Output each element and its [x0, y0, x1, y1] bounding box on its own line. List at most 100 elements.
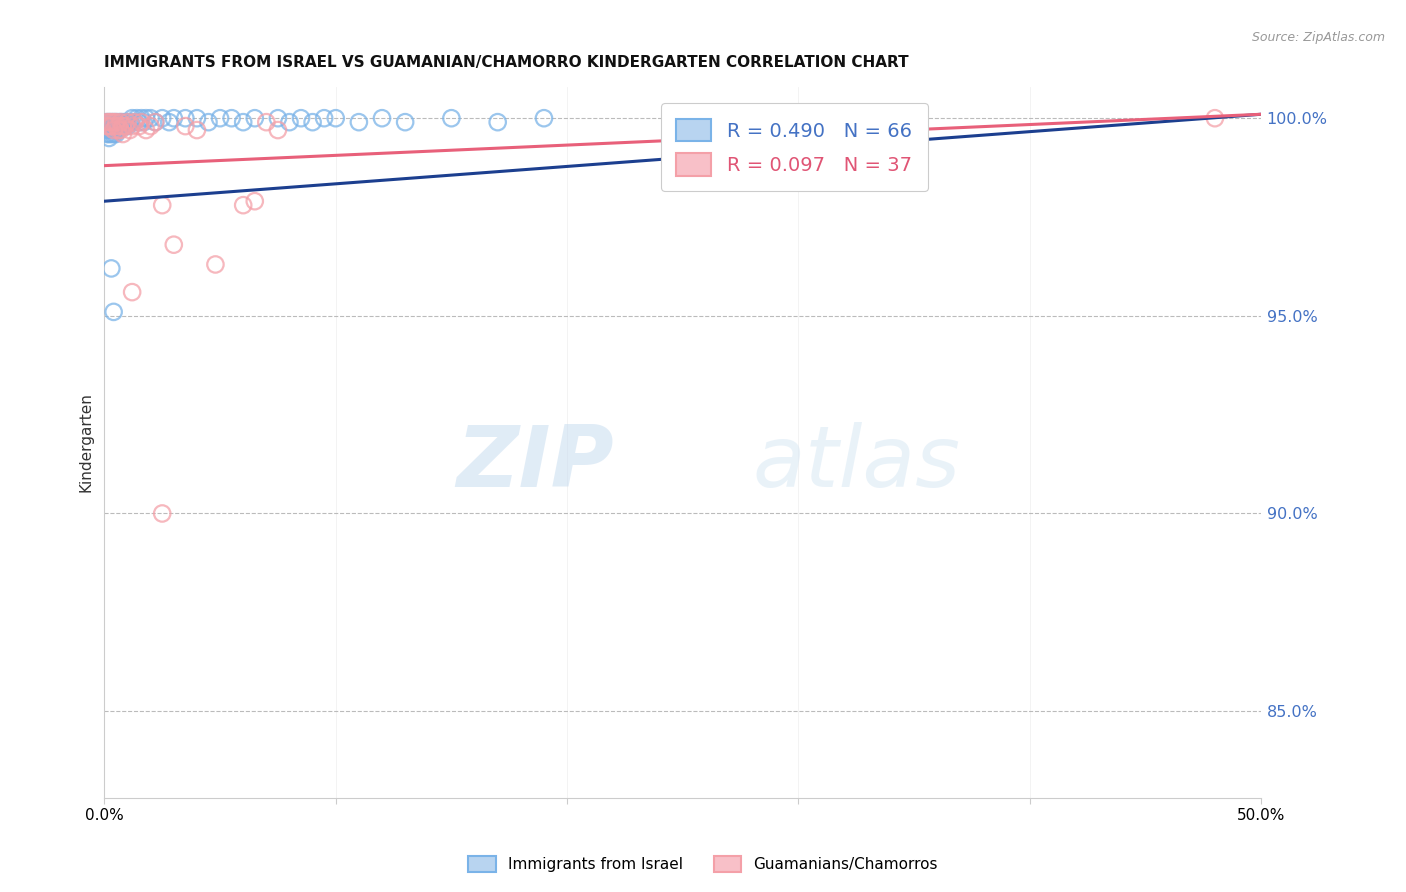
- Point: [347, 115, 370, 129]
- Point: [143, 115, 166, 129]
- Legend: R = 0.490   N = 66, R = 0.097   N = 37: R = 0.490 N = 66, R = 0.097 N = 37: [661, 103, 928, 191]
- Point: [110, 123, 132, 137]
- Point: [103, 115, 125, 129]
- Point: [197, 115, 219, 129]
- Point: [157, 115, 180, 129]
- Text: atlas: atlas: [752, 422, 960, 505]
- Point: [174, 119, 197, 133]
- Point: [96, 119, 118, 133]
- Point: [114, 119, 136, 133]
- Point: [150, 507, 173, 521]
- Point: [301, 115, 323, 129]
- Point: [124, 115, 146, 129]
- Point: [100, 261, 122, 276]
- Point: [104, 119, 127, 133]
- Point: [371, 112, 394, 126]
- Point: [121, 119, 143, 133]
- Point: [204, 257, 226, 271]
- Point: [128, 115, 150, 129]
- Point: [118, 123, 141, 137]
- Point: [232, 115, 254, 129]
- Point: [325, 112, 347, 126]
- Point: [150, 112, 173, 126]
- Point: [118, 115, 141, 129]
- Point: [98, 119, 121, 133]
- Point: [110, 115, 132, 129]
- Point: [98, 131, 121, 145]
- Point: [104, 123, 127, 137]
- Point: [107, 119, 129, 133]
- Point: [110, 115, 132, 129]
- Point: [132, 115, 155, 129]
- Point: [254, 115, 277, 129]
- Point: [486, 115, 509, 129]
- Point: [111, 127, 134, 141]
- Point: [232, 198, 254, 212]
- Point: [186, 112, 208, 126]
- Point: [174, 112, 197, 126]
- Point: [186, 123, 208, 137]
- Point: [96, 123, 118, 137]
- Point: [314, 112, 336, 126]
- Point: [117, 119, 139, 133]
- Point: [107, 123, 129, 137]
- Point: [104, 119, 127, 133]
- Point: [103, 305, 125, 319]
- Point: [114, 119, 136, 133]
- Text: ZIP: ZIP: [456, 422, 613, 505]
- Point: [103, 123, 125, 137]
- Point: [100, 115, 122, 129]
- Point: [135, 112, 157, 126]
- Point: [100, 119, 122, 133]
- Point: [107, 115, 129, 129]
- Point: [139, 112, 162, 126]
- Point: [267, 112, 290, 126]
- Point: [533, 112, 555, 126]
- Point: [1204, 112, 1226, 126]
- Point: [96, 115, 118, 129]
- Point: [121, 112, 143, 126]
- Point: [278, 115, 301, 129]
- Point: [110, 119, 132, 133]
- Point: [394, 115, 416, 129]
- Point: [107, 119, 129, 133]
- Point: [440, 112, 463, 126]
- Point: [98, 115, 121, 129]
- Point: [100, 123, 122, 137]
- Point: [114, 115, 136, 129]
- Point: [103, 119, 125, 133]
- Point: [100, 119, 122, 133]
- Point: [267, 123, 290, 137]
- Point: [98, 119, 121, 133]
- Point: [103, 123, 125, 137]
- Point: [143, 115, 166, 129]
- Point: [221, 112, 243, 126]
- Point: [98, 115, 121, 129]
- Point: [96, 115, 118, 129]
- Point: [100, 115, 122, 129]
- Point: [98, 127, 121, 141]
- Point: [103, 127, 125, 141]
- Y-axis label: Kindergarten: Kindergarten: [79, 392, 93, 492]
- Legend: Immigrants from Israel, Guamanians/Chamorros: Immigrants from Israel, Guamanians/Chamo…: [461, 848, 945, 880]
- Point: [96, 127, 118, 141]
- Point: [135, 123, 157, 137]
- Point: [124, 115, 146, 129]
- Point: [104, 115, 127, 129]
- Point: [121, 285, 143, 299]
- Point: [243, 112, 266, 126]
- Point: [104, 115, 127, 129]
- Point: [117, 115, 139, 129]
- Point: [111, 119, 134, 133]
- Point: [111, 115, 134, 129]
- Point: [243, 194, 266, 209]
- Point: [117, 115, 139, 129]
- Point: [163, 237, 186, 252]
- Point: [131, 112, 153, 126]
- Point: [128, 119, 150, 133]
- Text: Source: ZipAtlas.com: Source: ZipAtlas.com: [1251, 31, 1385, 45]
- Point: [100, 127, 122, 141]
- Point: [107, 123, 129, 137]
- Point: [150, 198, 173, 212]
- Point: [209, 112, 232, 126]
